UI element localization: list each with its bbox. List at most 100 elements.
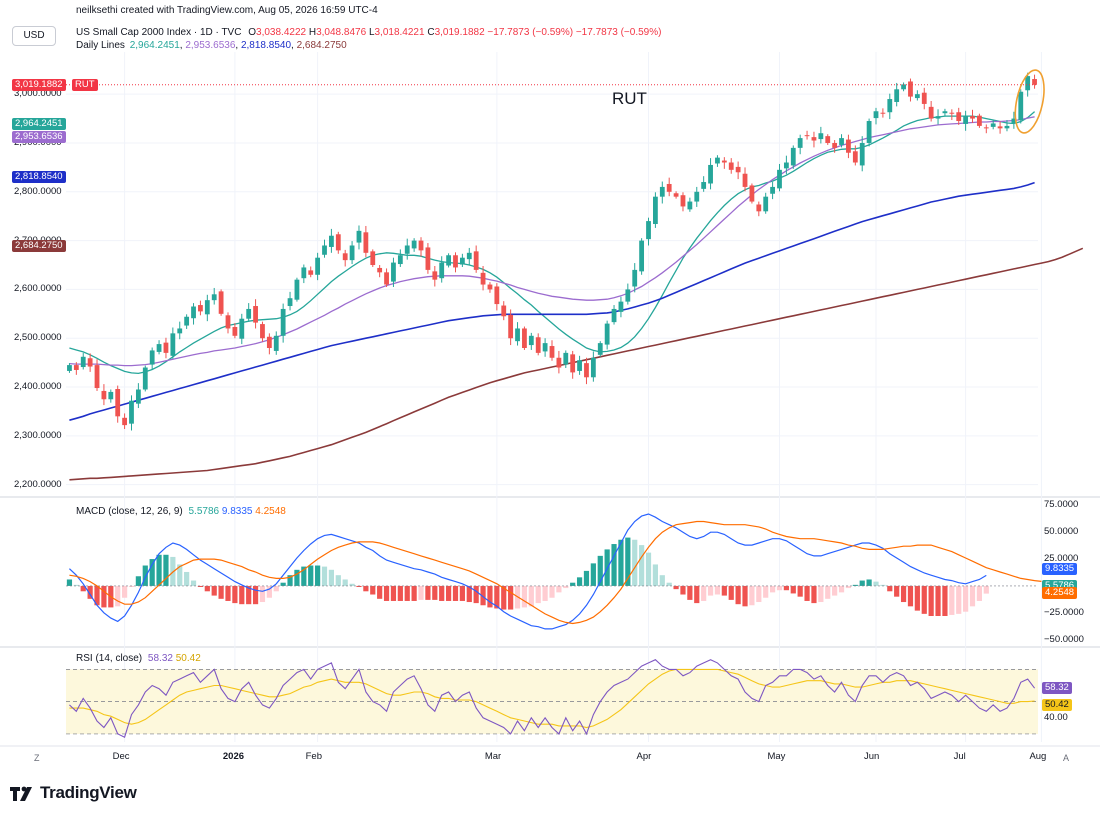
macd-histogram-bar xyxy=(694,585,700,604)
macd-histogram-bar xyxy=(873,581,879,586)
x-tick-label: 2026 xyxy=(222,751,245,762)
candle-body xyxy=(287,298,293,307)
candle-body xyxy=(935,116,941,119)
zoom-corner-button[interactable]: Z xyxy=(34,753,40,763)
candle xyxy=(908,78,913,102)
currency-button[interactable]: USD xyxy=(12,26,56,46)
x-tick-label: May xyxy=(767,751,786,762)
candle xyxy=(756,201,762,217)
macd-histogram-bar xyxy=(508,585,514,610)
candle xyxy=(432,265,438,287)
candle xyxy=(453,252,458,273)
candle xyxy=(308,266,314,278)
macd-histogram-bar xyxy=(177,564,183,586)
candle xyxy=(294,277,300,302)
macd-histogram-bar xyxy=(556,585,562,593)
candle xyxy=(873,107,879,125)
macd-histogram-bar xyxy=(887,585,893,592)
rsi-legend[interactable]: RSI (14, close) 58.32 50.42 xyxy=(76,653,201,665)
macd-histogram-bar xyxy=(811,585,817,604)
candle xyxy=(928,101,934,122)
candle-body xyxy=(87,358,93,367)
candle xyxy=(556,350,562,374)
candle-body xyxy=(163,342,169,353)
candle-body xyxy=(597,343,603,355)
macd-histogram-bar xyxy=(308,565,314,586)
macd-legend[interactable]: MACD (close, 12, 26, 9) 5.5786 9.8335 4.… xyxy=(76,506,286,518)
daily-lines-legend[interactable]: Daily Lines 2,964.2451, 2,953.6536, 2,81… xyxy=(76,40,347,51)
candle xyxy=(108,389,114,403)
macd-histogram-bar xyxy=(900,585,907,603)
candle-body xyxy=(742,173,748,187)
macd-histogram-bar xyxy=(783,585,789,591)
candle xyxy=(191,303,196,325)
candle-body xyxy=(894,89,900,102)
candle-body xyxy=(149,350,155,365)
macd-histogram-bar xyxy=(197,585,204,587)
candle xyxy=(611,305,617,325)
macd-histogram-bar xyxy=(142,565,148,586)
candle-body xyxy=(604,323,610,345)
price-tick-label: 2,600.0000 xyxy=(14,283,62,295)
macd-histogram-bar xyxy=(680,585,686,595)
candle-body xyxy=(846,139,851,153)
macd-histogram-bar xyxy=(328,569,335,586)
candle xyxy=(942,108,948,117)
candle-body xyxy=(977,115,982,126)
macd-histogram-bar xyxy=(321,566,328,586)
macd-histogram-bar xyxy=(845,585,852,589)
macd-histogram-bar xyxy=(921,585,927,614)
auto-scale-button[interactable]: A xyxy=(1063,753,1070,763)
candle-body xyxy=(177,328,183,334)
macd-histogram-bar xyxy=(101,585,107,608)
macd-signal-tag: 4.2548 xyxy=(1042,587,1078,600)
candle-body xyxy=(329,235,334,247)
candle-body xyxy=(797,138,803,148)
macd-histogram-bar xyxy=(776,585,783,591)
candle-body xyxy=(301,267,307,279)
candle xyxy=(866,118,872,147)
candle-body xyxy=(997,126,1003,129)
candle-body xyxy=(135,389,141,404)
candle-body xyxy=(308,270,314,275)
candle-body xyxy=(970,116,975,119)
x-tick-label: Aug xyxy=(1029,751,1047,762)
candle xyxy=(87,353,93,372)
candle-body xyxy=(473,251,479,270)
candle-body xyxy=(701,182,707,189)
candle-body xyxy=(404,245,410,254)
macd-histogram-bar xyxy=(949,585,955,615)
low-label: L xyxy=(368,27,375,38)
macd-histogram-bar xyxy=(280,582,286,586)
candle-body xyxy=(1032,79,1037,85)
candle xyxy=(653,192,658,228)
candle-body xyxy=(349,245,355,261)
macd-histogram-bar xyxy=(73,584,79,586)
macd-histogram-bar xyxy=(66,579,73,586)
candle xyxy=(666,177,672,197)
open-label: O xyxy=(248,27,257,38)
macd-histogram-bar xyxy=(521,585,528,608)
price-tick-label: 2,500.0000 xyxy=(14,332,62,344)
candle-body xyxy=(577,360,582,371)
candle xyxy=(142,365,148,392)
candle-body xyxy=(963,116,969,124)
candle xyxy=(163,337,169,359)
symbol-legend[interactable]: US Small Cap 2000 Index · 1D · TVC O3,03… xyxy=(76,27,661,39)
candle-body xyxy=(122,417,127,426)
candle xyxy=(266,333,272,355)
candle-body xyxy=(542,343,548,352)
candle xyxy=(439,256,445,283)
candle-body xyxy=(494,286,500,305)
candle xyxy=(721,157,727,169)
macd-line-value: 9.8335 xyxy=(221,506,253,517)
candle xyxy=(260,321,265,342)
candle-body xyxy=(721,160,727,163)
candle xyxy=(783,155,789,175)
macd-histogram-bar xyxy=(535,585,541,604)
macd-histogram-bar xyxy=(790,585,796,594)
candle xyxy=(487,282,493,293)
candle xyxy=(777,163,782,192)
candle-body xyxy=(432,271,438,280)
macd-histogram-bar xyxy=(749,585,755,606)
